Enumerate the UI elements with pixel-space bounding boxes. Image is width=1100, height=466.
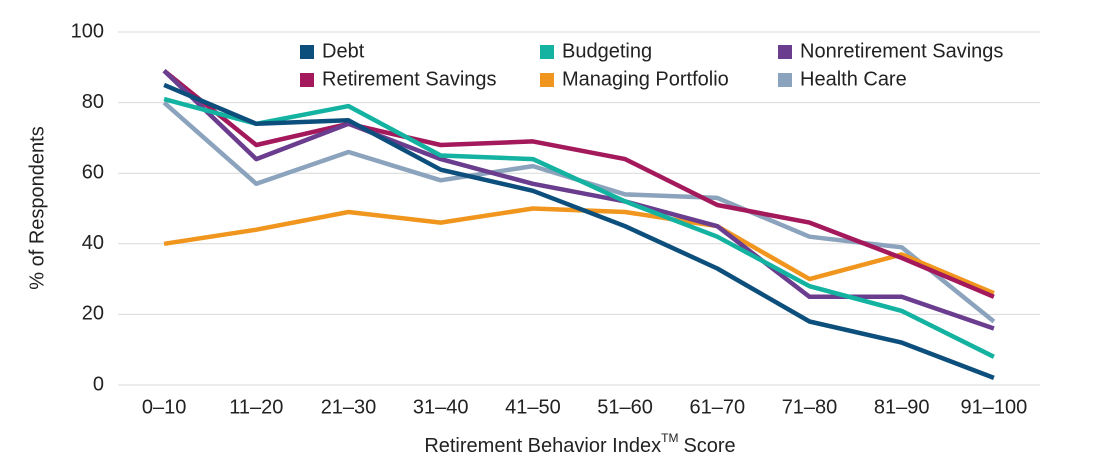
y-axis-label: % of Respondents xyxy=(26,126,48,289)
y-tick-label: 40 xyxy=(82,232,104,254)
x-tick-label: 61–70 xyxy=(689,396,745,418)
legend-label: Budgeting xyxy=(562,40,652,62)
y-tick-label: 100 xyxy=(71,20,104,42)
legend-label: Retirement Savings xyxy=(322,68,497,90)
legend-label: Health Care xyxy=(800,68,907,90)
y-tick-label: 80 xyxy=(82,91,104,113)
y-tick-label: 0 xyxy=(93,373,104,395)
y-tick-label: 60 xyxy=(82,161,104,183)
x-tick-label: 41–50 xyxy=(505,396,561,418)
series-line xyxy=(163,96,995,359)
legend-label: Nonretirement Savings xyxy=(800,40,1003,62)
legend-swatch xyxy=(540,73,554,87)
series-line xyxy=(163,206,995,296)
legend-swatch xyxy=(778,45,792,59)
legend-label: Managing Portfolio xyxy=(562,68,729,90)
x-tick-label: 91–100 xyxy=(961,396,1028,418)
x-tick-label: 81–90 xyxy=(874,396,930,418)
legend-swatch xyxy=(540,45,554,59)
x-axis-label: Retirement Behavior IndexTM Score xyxy=(424,431,735,457)
x-tick-label: 71–80 xyxy=(782,396,838,418)
x-tick-label: 31–40 xyxy=(413,396,469,418)
series-line xyxy=(163,82,995,381)
x-tick-label: 21–30 xyxy=(321,396,377,418)
x-label-sup: TM xyxy=(661,431,678,445)
x-tick-label: 51–60 xyxy=(597,396,653,418)
legend-swatch xyxy=(300,73,314,87)
legend-swatch xyxy=(778,73,792,87)
legend-swatch xyxy=(300,45,314,59)
x-label-main: Retirement Behavior Index xyxy=(424,435,661,457)
series-line xyxy=(162,69,995,299)
x-tick-label: 0–10 xyxy=(142,396,187,418)
legend-label: Debt xyxy=(322,40,365,62)
series-line xyxy=(162,69,995,331)
y-tick-label: 20 xyxy=(82,303,104,325)
x-tick-label: 11–20 xyxy=(229,396,283,418)
x-label-end: Score xyxy=(683,435,735,457)
